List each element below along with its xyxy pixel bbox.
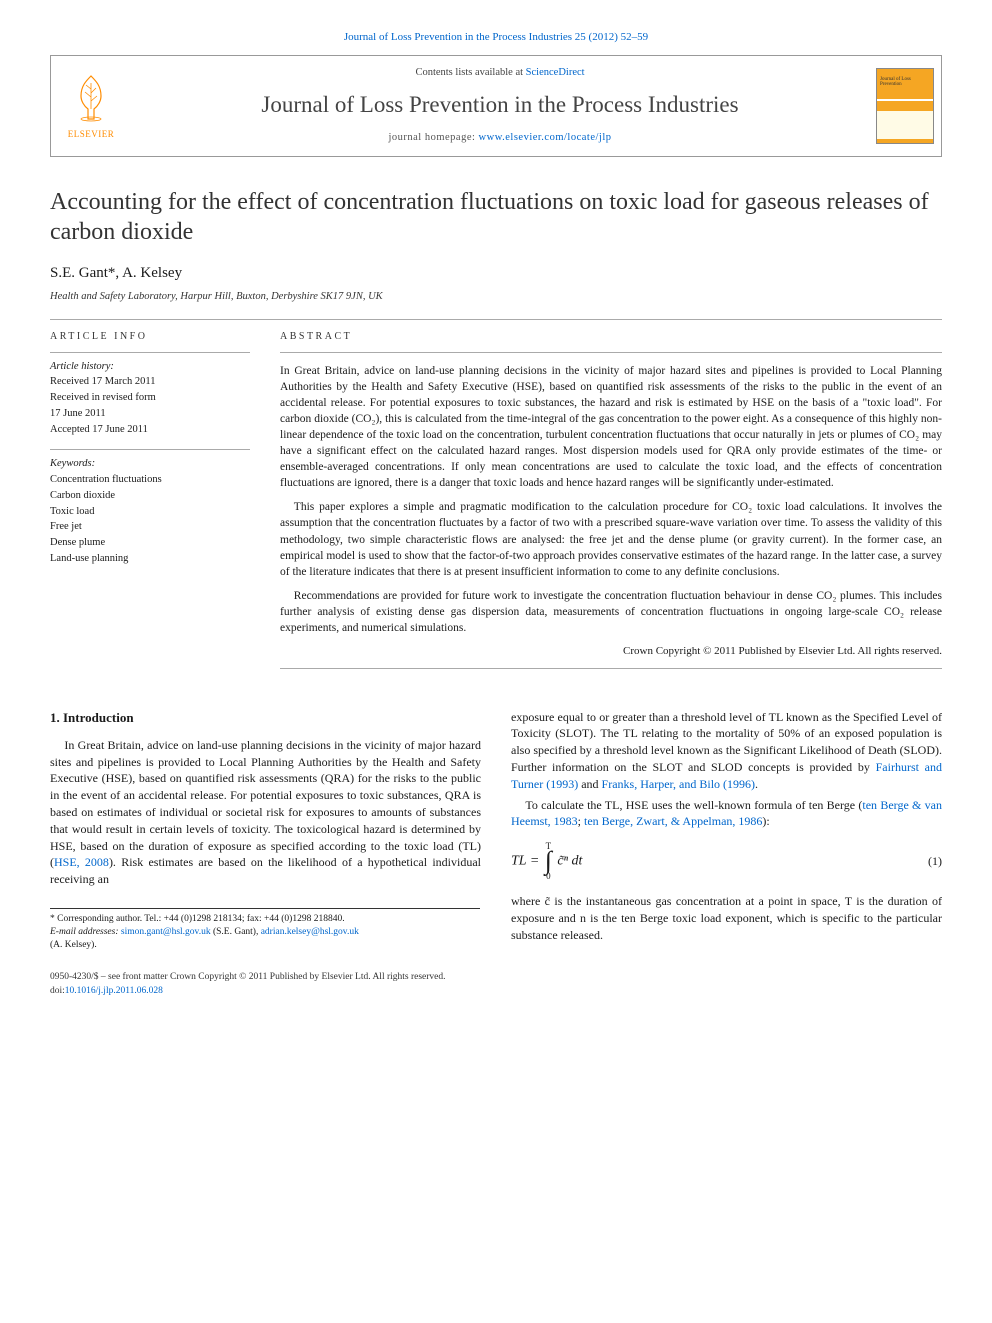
journal-name: Journal of Loss Prevention in the Proces… [261,89,738,121]
thumb-title: Journal of Loss Prevention [880,77,930,87]
journal-cover-thumb: Journal of Loss Prevention [869,56,941,156]
intro-para: To calculate the TL, HSE uses the well-k… [511,797,942,831]
keyword: Carbon dioxide [50,488,250,504]
abstract-para: In Great Britain, advice on land-use pla… [280,363,942,492]
elsevier-tree-icon [66,71,116,126]
keyword: Concentration fluctuations [50,472,250,488]
corresponding-author: * Corresponding author. Tel.: +44 (0)129… [50,913,480,926]
text: and [578,777,601,791]
keyword: Toxic load [50,504,250,520]
article-info-heading: ARTICLE INFO [50,330,250,344]
text: ): [762,814,769,828]
keyword: Dense plume [50,535,250,551]
publisher-logo: ELSEVIER [51,56,131,156]
article-title: Accounting for the effect of concentrati… [50,187,942,247]
reference-link[interactable]: Franks, Harper, and Bilo (1996) [602,777,756,791]
history-line: Accepted 17 June 2011 [50,422,250,438]
publisher-name: ELSEVIER [68,128,115,141]
citation-bar: Journal of Loss Prevention in the Proces… [50,30,942,45]
email-label: E-mail addresses: [50,927,121,937]
abstract-para: Recommendations are provided for future … [280,588,942,636]
email-link[interactable]: adrian.kelsey@hsl.gov.uk [261,927,359,937]
doi-label: doi: [50,986,65,996]
text: (A. Kelsey). [50,940,97,950]
intro-heading: 1. Introduction [50,709,481,727]
header-center: Contents lists available at ScienceDirec… [131,56,869,156]
info-abstract-row: ARTICLE INFO Article history: Received 1… [50,330,942,679]
sciencedirect-link[interactable]: ScienceDirect [526,67,585,78]
history-label: Article history: [50,359,250,375]
text: To calculate the TL, HSE uses the well-k… [525,798,862,812]
history-line: Received in revised form [50,390,250,406]
journal-homepage: journal homepage: www.elsevier.com/locat… [388,131,611,146]
reference-link[interactable]: ten Berge, Zwart, & Appelman, 1986 [584,814,762,828]
issn-line: 0950-4230/$ – see front matter Crown Cop… [50,971,942,984]
eq-rhs: c̃ⁿ dt [554,854,583,869]
contents-available: Contents lists available at ScienceDirec… [415,66,584,81]
text: (S.E. Gant), [211,927,261,937]
text: . [755,777,758,791]
affiliation: Health and Safety Laboratory, Harpur Hil… [50,290,942,305]
email-link[interactable]: simon.gant@hsl.gov.uk [121,927,211,937]
footer-meta: 0950-4230/$ – see front matter Crown Cop… [50,971,942,998]
abstract-copyright: Crown Copyright © 2011 Published by Else… [280,644,942,659]
keywords-label: Keywords: [50,456,250,472]
homepage-link[interactable]: www.elsevier.com/locate/jlp [479,132,612,143]
body-column-left: 1. Introduction In Great Britain, advice… [50,709,481,952]
equation-body: TL = T∫0 c̃ⁿ dt [511,842,582,881]
contents-prefix: Contents lists available at [415,67,525,78]
history-line: Received 17 March 2011 [50,374,250,390]
keywords-block: Keywords: Concentration fluctuations Car… [50,456,250,566]
integral-icon: T∫0 [545,842,552,881]
article-history: Article history: Received 17 March 2011 … [50,359,250,438]
text: In Great Britain, advice on land-use pla… [50,738,481,870]
article-info-column: ARTICLE INFO Article history: Received 1… [50,330,250,679]
doi-link[interactable]: 10.1016/j.jlp.2011.06.028 [65,986,163,996]
intro-para: where c̃ is the instantaneous gas concen… [511,893,942,943]
reference-link[interactable]: HSE, 2008 [54,855,109,869]
journal-header: ELSEVIER Contents lists available at Sci… [50,55,942,157]
int-lower: 0 [546,872,551,881]
abstract-para: This paper explores a simple and pragmat… [280,499,942,579]
equation-1: TL = T∫0 c̃ⁿ dt (1) [511,842,942,881]
doi-line: doi:10.1016/j.jlp.2011.06.028 [50,985,942,998]
authors: S.E. Gant*, A. Kelsey [50,263,942,284]
keyword: Land-use planning [50,551,250,567]
body-columns: 1. Introduction In Great Britain, advice… [50,709,942,952]
abstract-column: ABSTRACT In Great Britain, advice on lan… [280,330,942,679]
history-line: 17 June 2011 [50,406,250,422]
intro-para: exposure equal to or greater than a thre… [511,709,942,793]
abstract-heading: ABSTRACT [280,330,942,344]
divider [50,319,942,320]
homepage-prefix: journal homepage: [388,132,478,143]
eq-lhs: TL = [511,854,543,869]
intro-para: In Great Britain, advice on land-use pla… [50,737,481,888]
email-addresses: E-mail addresses: simon.gant@hsl.gov.uk … [50,926,480,952]
text: ). Risk estimates are based on the likel… [50,855,481,886]
footnotes: * Corresponding author. Tel.: +44 (0)129… [50,908,480,951]
equation-number: (1) [928,853,942,870]
body-column-right: exposure equal to or greater than a thre… [511,709,942,952]
keyword: Free jet [50,519,250,535]
